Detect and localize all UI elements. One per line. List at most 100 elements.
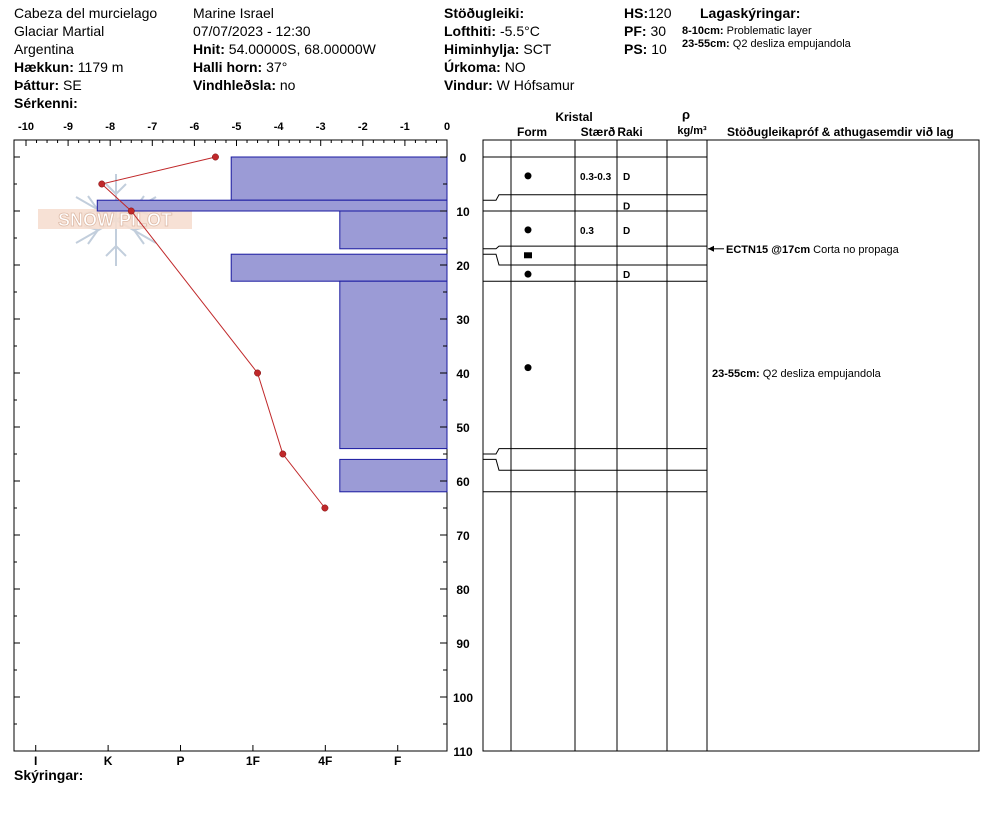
temperature-point	[127, 207, 135, 215]
slope-label: Halli horn:	[193, 59, 263, 75]
depth-axis: 0 10 20 30 40 50 60 70 80 90 100 110	[440, 151, 473, 759]
sky-label: Himinhylja:	[444, 41, 520, 57]
wind-loading-label: Vindhleðsla:	[193, 77, 276, 93]
stability-test-entry: 23-55cm: Q2 desliza empujandola	[712, 368, 882, 380]
snowpilot-logo: SNOW PILOT	[38, 174, 192, 266]
depth-tick-label: 90	[456, 637, 470, 651]
air-temp-label: Lofthiti:	[444, 23, 497, 39]
form-header: Form	[517, 125, 547, 139]
temperature-point	[98, 180, 106, 188]
hardness-layer-bar	[230, 156, 448, 201]
grain-form-rounded-icon	[524, 172, 532, 180]
layer-table-rows: 0.3-0.3 D D 0.3 D D	[483, 156, 707, 493]
temperature-point	[279, 450, 287, 458]
legend-label: Skýringar:	[14, 767, 84, 783]
grain-form-rounded-icon	[524, 364, 532, 372]
layer-note-range: 23-55cm:	[682, 38, 730, 50]
layer-note-text: Q2 desliza empujandola	[732, 38, 851, 50]
aspect-value: SE	[63, 77, 82, 93]
elevation-row: Hækkun: 1179 m	[14, 58, 123, 76]
moisture-value: D	[623, 226, 630, 237]
air-temp-row: Lofthiti: -5.5°C	[444, 22, 540, 40]
hardness-layer-bar	[230, 253, 448, 282]
depth-tick-label: 10	[456, 205, 470, 219]
elevation-value: 1179 m	[77, 59, 124, 75]
kristal-header: Kristal	[555, 110, 592, 124]
precip-value: NO	[504, 59, 526, 75]
hardness-layer-bar	[339, 458, 448, 493]
temperature-tick-label: -1	[400, 121, 410, 133]
layer-note-range: 8-10cm:	[682, 25, 724, 37]
ps-value: 10	[651, 41, 667, 57]
elevation-label: Hækkun:	[14, 59, 74, 75]
stability-test-text: Corta no propaga	[813, 244, 899, 256]
layer-connector-line	[483, 448, 511, 455]
hardness-axis: I K P 1F 4F F	[34, 745, 401, 768]
depth-tick-label: 30	[456, 313, 470, 327]
hardness-tick-label: F	[394, 754, 401, 768]
hardness-tick-label: 1F	[246, 754, 260, 768]
layer-note: 8-10cm: Problematic layer	[682, 24, 812, 38]
test-arrow-head	[708, 245, 714, 252]
temperature-line	[100, 156, 326, 509]
moisture-value: D	[623, 202, 630, 213]
coords-label: Hnit:	[193, 41, 225, 57]
stability-row: Stöðugleiki:	[444, 4, 524, 22]
depth-tick-label: 80	[456, 583, 470, 597]
layer-note: 23-55cm: Q2 desliza empujandola	[682, 37, 851, 51]
slope-value: 37°	[266, 59, 288, 75]
stability-test-label: 23-55cm:	[712, 368, 763, 380]
wind-label: Vindur:	[444, 77, 493, 93]
hardness-tick-label: I	[34, 754, 37, 768]
stability-test-text: Q2 desliza empujandola	[763, 368, 882, 380]
temperature-profile	[98, 153, 329, 512]
wind-value: W Hófsamur	[496, 77, 575, 93]
precip-row: Úrkoma: NO	[444, 58, 526, 76]
hardness-tick-label: K	[104, 754, 113, 768]
hardness-layer-bar	[339, 210, 448, 250]
depth-tick-label: 60	[456, 475, 470, 489]
wind-loading-value: no	[279, 77, 296, 93]
depth-tick-label: 40	[456, 367, 470, 381]
temperature-tick-label: -6	[190, 121, 200, 133]
hardness-layer-bar	[96, 199, 448, 212]
temperature-tick-label: 0	[444, 121, 450, 133]
temperature-point	[321, 504, 329, 512]
rho-header: ρ	[682, 107, 690, 122]
stability-tests: ECTN15 @17cm Corta no propaga 23-55cm: Q2…	[708, 244, 900, 380]
ps-row: PS: 10	[624, 40, 667, 58]
moisture-value: D	[623, 172, 630, 183]
logo-text: SNOW PILOT	[58, 210, 172, 230]
temperature-tick-label: -4	[274, 121, 285, 133]
observer-name: Marine Israel	[193, 5, 274, 21]
hs-row: HS:120	[624, 4, 671, 22]
left-depth-ticks	[14, 156, 20, 752]
temperature-tick-label: -3	[316, 121, 326, 133]
air-temp-value: -5.5°C	[499, 23, 540, 39]
tests-header: Stöðugleikapróf & athugasemdir við lag	[727, 125, 954, 139]
moisture-header: Raki	[617, 125, 642, 139]
coords-value: 54.00000S, 68.00000W	[228, 41, 376, 57]
depth-tick-label: 0	[460, 151, 467, 165]
aspect-row: Þáttur: SE	[14, 76, 82, 94]
layer-connector-line	[483, 253, 511, 266]
region-name: Glaciar Martial	[14, 23, 105, 39]
hardness-tick-label: 4F	[318, 754, 332, 768]
observation-datetime: 07/07/2023 - 12:30	[193, 23, 311, 39]
grain-form-rounded-icon	[524, 270, 532, 278]
temperature-tick-label: -2	[358, 121, 368, 133]
temperature-tick-label: -8	[105, 121, 115, 133]
grain-size-value: 0.3-0.3	[580, 172, 612, 183]
hardness-layer-bar	[339, 280, 448, 450]
sky-row: Himinhylja: SCT	[444, 40, 551, 58]
grain-form-rounded-icon	[524, 226, 532, 234]
layer-table-frame	[482, 139, 980, 752]
wind-loading-row: Vindhleðsla: no	[193, 76, 295, 94]
coords-row: Hnit: 54.00000S, 68.00000W	[193, 40, 376, 58]
features-row: Sérkenni:	[14, 94, 78, 112]
pf-row: PF: 30	[624, 22, 666, 40]
legend-row: Skýringar:	[14, 766, 83, 784]
pf-value: 30	[650, 23, 667, 39]
layer-notes-title: Lagaskýringar:	[700, 5, 801, 21]
wind-row: Vindur: W Hófsamur	[444, 76, 574, 94]
